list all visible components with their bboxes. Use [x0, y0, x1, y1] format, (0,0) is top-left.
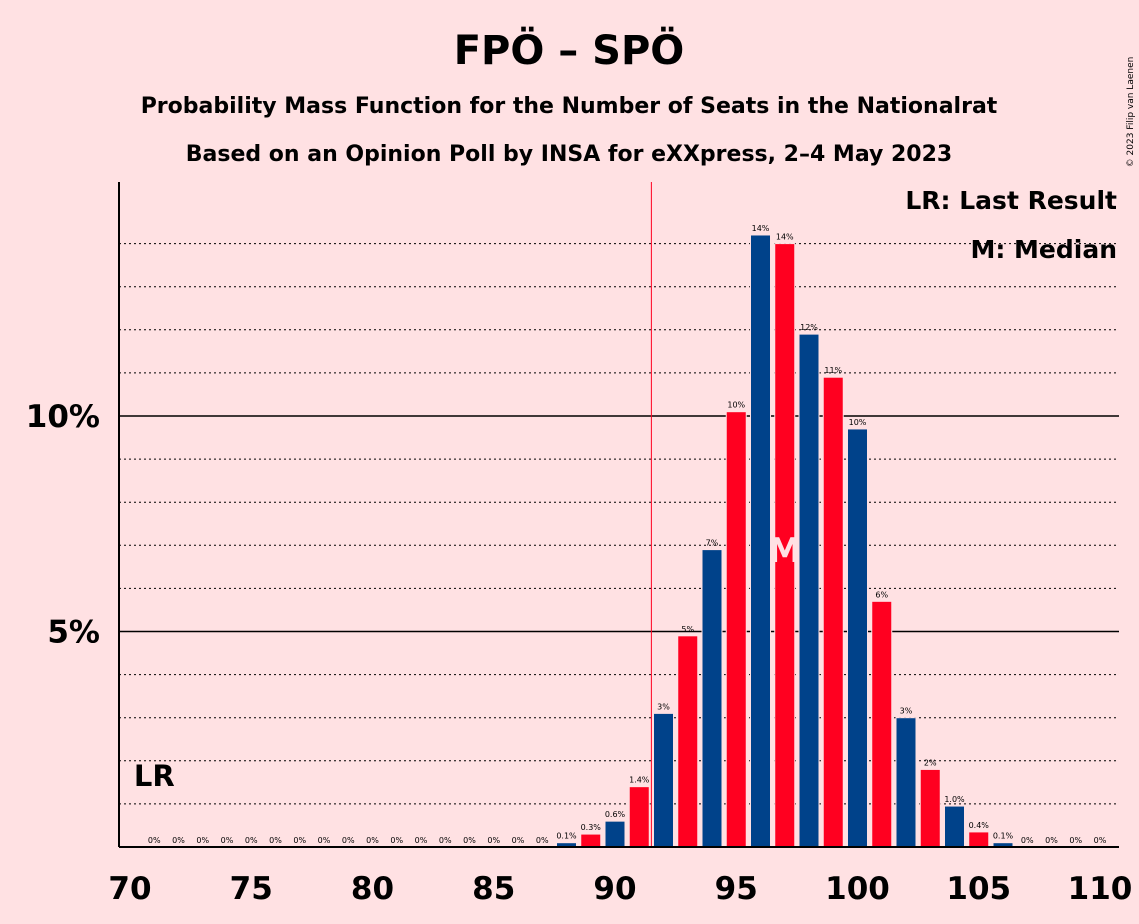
bar-value-label: 10%	[727, 401, 745, 410]
bar-value-label: 0%	[487, 836, 500, 845]
x-tick-label: 80	[351, 871, 394, 907]
x-tick-label: 70	[108, 871, 151, 907]
bar-value-label: 0%	[390, 836, 403, 845]
x-tick-label: 85	[472, 871, 515, 907]
x-tick-label: 105	[946, 871, 1011, 907]
bar	[847, 428, 868, 848]
x-tick-label: 100	[825, 871, 890, 907]
chart-subtitle-2: Based on an Opinion Poll by INSA for eXX…	[186, 142, 952, 167]
bar-value-label: 0.1%	[556, 832, 577, 841]
bar-value-label: 1.0%	[944, 795, 965, 804]
bar-value-label: 0%	[536, 836, 549, 845]
bar-value-label: 0%	[196, 836, 209, 845]
bar-value-label: 0%	[1069, 836, 1082, 845]
bar-value-label: 0.4%	[969, 821, 990, 830]
bar	[968, 831, 990, 848]
bar-value-label: 0%	[172, 836, 185, 845]
bar-value-label: 0%	[439, 836, 452, 845]
bar-value-label: 6%	[875, 590, 888, 599]
bar-value-label: 0%	[1094, 836, 1107, 845]
chart-title: FPÖ – SPÖ	[454, 26, 685, 74]
legend-median: M: Median	[970, 235, 1117, 264]
bar-value-label: 11%	[824, 366, 842, 375]
bar-value-label: 0%	[415, 836, 428, 845]
copyright-text: © 2023 Filip van Laenen	[1126, 57, 1136, 168]
bar-value-label: 0%	[221, 836, 234, 845]
bar-value-label: 0%	[366, 836, 379, 845]
bar	[628, 786, 650, 848]
bar-value-label: 0.6%	[605, 810, 626, 819]
bar-value-label: 0%	[245, 836, 258, 845]
bar	[701, 549, 723, 848]
bar-value-label: 14%	[752, 224, 770, 233]
bar-value-label: 5%	[681, 625, 694, 634]
bar	[895, 717, 917, 848]
bar-value-label: 0%	[148, 836, 161, 845]
bar-value-label: 3%	[900, 707, 913, 716]
y-tick-label: 5%	[47, 615, 100, 651]
bar-value-label: 12%	[800, 323, 818, 332]
x-tick-label: 75	[230, 871, 273, 907]
bar-value-label: 0.1%	[993, 832, 1014, 841]
bar	[604, 820, 626, 848]
bar-value-label: 0%	[269, 836, 282, 845]
x-tick-label: 95	[715, 871, 758, 907]
bar-labels: 0% 0% 0% 0% 0% 0% 0% 0% 0% 0% 0% 0% 0% 0% 0% 0% 0% 0.1%0.…	[148, 224, 1107, 845]
bar-value-label: 0.3%	[581, 823, 602, 832]
axes: 5% 10% LR M 70 75 80 85 90 95 100 105 110	[26, 182, 1133, 907]
bar	[653, 712, 674, 848]
bar-value-label: 0%	[512, 836, 525, 845]
legend-last-result: LR: Last Result	[905, 186, 1117, 215]
bar	[944, 805, 965, 848]
grid	[119, 243, 1119, 805]
bar-value-label: 0%	[318, 836, 331, 845]
bar	[871, 600, 893, 848]
bar	[822, 376, 844, 848]
bar	[725, 411, 747, 848]
last-result-label: LR	[134, 759, 175, 793]
median-marker: M	[768, 531, 802, 571]
bar	[919, 768, 941, 848]
chart-subtitle: Probability Mass Function for the Number…	[141, 94, 998, 119]
bar	[798, 333, 820, 848]
bar-value-label: 3%	[657, 702, 670, 711]
y-tick-label: 10%	[26, 399, 100, 435]
bar-value-label: 0%	[1045, 836, 1058, 845]
bar-value-label: 10%	[849, 418, 867, 427]
bar	[580, 833, 602, 848]
x-tick-label: 110	[1068, 871, 1133, 907]
bar-value-label: 2%	[924, 758, 937, 767]
bar	[677, 635, 699, 848]
bar-value-label: 1.4%	[629, 776, 650, 785]
bar-value-label: 0%	[1021, 836, 1034, 845]
bar-value-label: 0%	[342, 836, 355, 845]
bar-value-label: 7%	[706, 539, 719, 548]
x-tick-label: 90	[593, 871, 636, 907]
bar-value-label: 14%	[776, 233, 794, 242]
bars	[556, 234, 1014, 848]
bar-value-label: 0%	[293, 836, 306, 845]
bar-value-label: 0%	[463, 836, 476, 845]
